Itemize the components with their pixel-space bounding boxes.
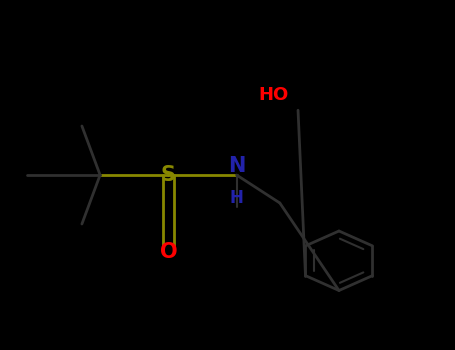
- Text: S: S: [161, 165, 176, 185]
- Text: H: H: [230, 189, 243, 207]
- Text: HO: HO: [258, 85, 288, 104]
- Text: N: N: [228, 156, 245, 176]
- Text: O: O: [160, 242, 177, 262]
